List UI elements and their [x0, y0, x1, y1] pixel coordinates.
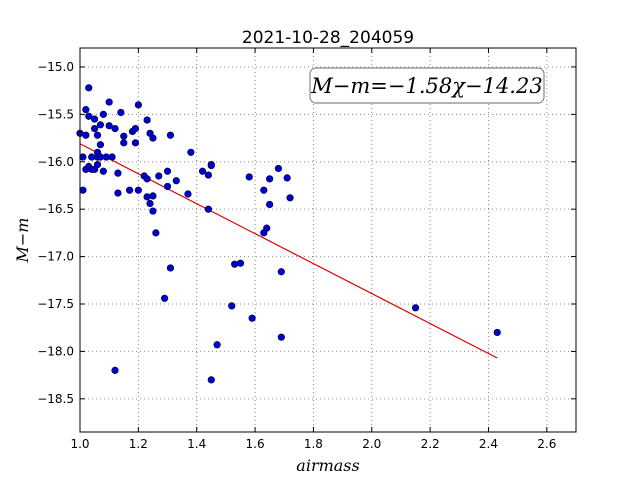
- y-tick-label: −15.5: [37, 107, 74, 121]
- y-tick-label: −15.0: [37, 60, 74, 74]
- fit-equation-annotation: M−m=−1.58χ−14.23: [309, 67, 545, 104]
- data-point: [143, 175, 151, 183]
- x-axis-label: airmass: [296, 456, 359, 475]
- data-point: [85, 84, 93, 92]
- data-point: [493, 328, 501, 337]
- data-point: [266, 175, 274, 183]
- x-tick-label: 1.6: [246, 437, 265, 451]
- x-tick-label: 1.8: [304, 437, 323, 451]
- data-point: [172, 177, 180, 185]
- annotation-box: [309, 67, 545, 104]
- data-point: [131, 139, 140, 147]
- y-axis: −15.0 −15.5 −16.0 −16.5 −17.0 −17.5 −18.0 −18.5: [37, 60, 576, 406]
- data-point: [117, 108, 125, 117]
- data-point: [111, 124, 119, 133]
- data-point: [108, 153, 116, 161]
- data-point: [411, 304, 420, 312]
- data-point: [187, 148, 195, 156]
- data-point: [236, 259, 245, 267]
- x-tick-label: 2.6: [537, 437, 556, 451]
- data-point: [184, 190, 192, 198]
- x-tick-label: 1.4: [187, 437, 206, 451]
- grid: [79, 48, 576, 432]
- y-axis-label: M−m: [13, 218, 32, 264]
- data-point: [152, 229, 160, 237]
- data-point: [134, 101, 142, 109]
- data-points: [76, 84, 501, 384]
- y-tick-label: −16.0: [37, 155, 74, 169]
- data-point: [260, 186, 268, 194]
- y-tick-label: −18.0: [37, 344, 74, 358]
- y-tick-label: −17.0: [37, 250, 74, 264]
- data-point: [85, 112, 93, 120]
- data-point: [161, 294, 169, 302]
- data-point: [143, 116, 151, 124]
- data-point: [90, 124, 99, 133]
- data-point: [163, 182, 172, 191]
- y-tick-label: −18.5: [37, 392, 74, 406]
- data-point: [79, 186, 87, 194]
- data-point: [114, 169, 122, 177]
- data-point: [166, 131, 175, 139]
- y-tick-label: −17.5: [37, 297, 74, 311]
- data-point: [213, 341, 221, 349]
- data-point: [277, 268, 285, 276]
- data-point: [207, 161, 215, 170]
- data-point: [126, 186, 134, 194]
- data-point: [266, 200, 274, 209]
- annotation-text: M−m=−1.58χ−14.23: [310, 74, 542, 98]
- data-point: [105, 98, 113, 106]
- data-point: [79, 153, 87, 161]
- data-point: [231, 260, 239, 268]
- data-point: [99, 110, 107, 118]
- data-point: [143, 193, 151, 201]
- data-point: [149, 192, 157, 200]
- data-point: [248, 314, 256, 322]
- data-point: [283, 174, 291, 182]
- x-axis: 1.0 1.2 1.4 1.6 1.8 2.0 2.2 2.4 2.6: [70, 48, 556, 451]
- data-point: [96, 121, 105, 129]
- data-point: [96, 141, 105, 149]
- x-tick-label: 2.4: [479, 437, 498, 451]
- data-point: [82, 106, 90, 114]
- data-point: [120, 132, 128, 140]
- data-point: [146, 199, 154, 208]
- data-point: [166, 264, 175, 272]
- data-point: [204, 171, 212, 179]
- data-point: [277, 333, 285, 341]
- data-point: [263, 224, 271, 232]
- data-point: [90, 115, 99, 123]
- data-point: [155, 172, 163, 180]
- data-point: [131, 124, 140, 133]
- data-point: [149, 134, 157, 142]
- data-point: [120, 139, 128, 147]
- data-point: [149, 207, 157, 215]
- data-point: [99, 167, 107, 175]
- data-point: [204, 205, 212, 213]
- data-point: [114, 189, 122, 197]
- data-point: [207, 376, 215, 384]
- data-point: [105, 122, 113, 130]
- data-point: [111, 366, 119, 374]
- plot-frame: [79, 47, 577, 433]
- x-tick-label: 2.0: [362, 437, 381, 451]
- x-tick-label: 1.2: [129, 437, 148, 451]
- x-tick-label: 1.0: [70, 437, 89, 451]
- data-point: [93, 131, 102, 139]
- data-point: [93, 161, 102, 169]
- data-point: [198, 167, 207, 175]
- chart-title: 2021-10-28_204059: [242, 28, 414, 48]
- data-point: [82, 131, 90, 139]
- data-point: [245, 173, 253, 181]
- y-tick-label: −16.5: [37, 202, 74, 216]
- data-point: [274, 164, 283, 173]
- data-point: [134, 186, 142, 194]
- data-point: [286, 194, 294, 202]
- data-point: [228, 302, 236, 310]
- x-tick-label: 2.2: [421, 437, 440, 451]
- data-point: [163, 167, 172, 175]
